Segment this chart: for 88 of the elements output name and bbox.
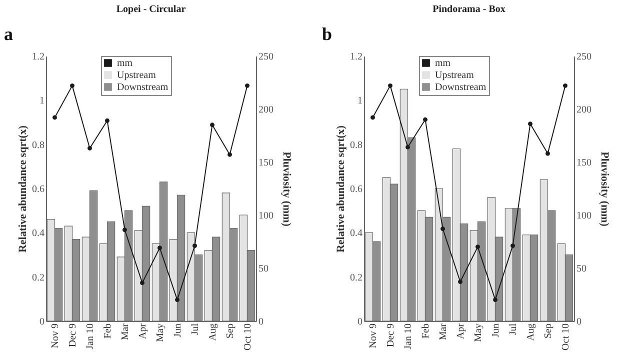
x-tick-label: Nov 9 xyxy=(368,324,379,348)
x-tick-label: May xyxy=(154,324,166,342)
y-tick-label: 0.6 xyxy=(32,184,44,195)
y2-tick-label: 50 xyxy=(258,264,268,274)
y-tick-label: 0.8 xyxy=(32,140,44,151)
y-tick-label: 0.4 xyxy=(32,228,44,240)
legend-label: mm xyxy=(435,58,451,69)
point xyxy=(228,152,232,157)
point xyxy=(546,151,550,156)
point xyxy=(245,83,250,88)
y2-tick-label: 150 xyxy=(258,158,274,168)
x-tick-label: Mar xyxy=(120,322,131,340)
point xyxy=(528,122,532,126)
x-tick-label: Jan 10 xyxy=(84,324,96,350)
y-tick-label: 0.8 xyxy=(350,140,362,151)
x-tick-label: Apr xyxy=(455,322,466,340)
point xyxy=(88,146,92,150)
y-axis-title: Relative abundance sqrt(x) xyxy=(17,125,29,253)
point xyxy=(105,118,110,123)
y2-tick-label: 200 xyxy=(258,104,274,116)
x-tick-label: Feb xyxy=(420,324,432,338)
x-tick-label: Feb xyxy=(102,324,114,338)
point xyxy=(458,280,462,284)
x-tick-label: Oct 10 xyxy=(560,324,572,350)
legend-label: Downstream xyxy=(117,82,168,93)
y-axis-title: Relative abundance sqrt(x) xyxy=(335,125,347,253)
point xyxy=(563,83,568,88)
point xyxy=(140,280,144,286)
y-tick-label: 0.2 xyxy=(350,272,362,284)
point xyxy=(122,228,127,232)
y2-tick-label: 0 xyxy=(258,316,264,328)
y-tick-label: 0.2 xyxy=(32,272,44,284)
chart-title: Lopei - Circular xyxy=(116,4,186,15)
x-tick-label: Aug xyxy=(525,324,536,341)
x-tick-label: Jun xyxy=(490,324,502,338)
x-tick-label: Jul xyxy=(190,323,201,336)
x-tick-label: Jan 10 xyxy=(402,324,414,350)
text: a xyxy=(4,24,13,44)
point xyxy=(493,298,498,302)
y-tick-label: 1 xyxy=(358,96,362,107)
y-tick-label: 1.2 xyxy=(350,52,362,62)
x-tick-label: Jun xyxy=(172,324,184,338)
point xyxy=(423,117,428,122)
point xyxy=(70,83,74,88)
point xyxy=(476,244,480,250)
x-tick-label: Apr xyxy=(137,322,148,340)
y-tick-label: 0.6 xyxy=(350,184,362,195)
x-tick-label: Sep xyxy=(224,324,236,338)
point xyxy=(210,122,214,128)
text: b xyxy=(322,24,332,44)
x-tick-label: Mar xyxy=(438,322,449,340)
point xyxy=(192,244,197,248)
y2-tick-label: 100 xyxy=(258,210,274,222)
y2-tick-label: 0 xyxy=(576,316,582,328)
point xyxy=(158,246,162,250)
y2-tick-label: 50 xyxy=(576,264,586,274)
legend-label: Downstream xyxy=(435,82,486,93)
x-tick-label: May xyxy=(472,324,484,342)
point xyxy=(388,83,392,88)
y2-tick-label: 200 xyxy=(576,104,592,116)
point xyxy=(52,115,57,120)
x-tick-label: Jul xyxy=(508,323,519,336)
x-tick-label: Aug xyxy=(207,324,218,341)
y2-tick-label: 100 xyxy=(576,210,592,222)
x-tick-label: Oct 10 xyxy=(242,324,254,350)
y2-tick-label: 250 xyxy=(258,52,274,62)
point xyxy=(175,298,180,302)
legend-label: Upstream xyxy=(117,70,156,81)
legend-label: mm xyxy=(117,58,133,69)
chart-title: Pindorama - Box xyxy=(432,4,506,15)
x-tick-label: Dec 9 xyxy=(385,324,396,348)
y-tick-label: 1.2 xyxy=(32,52,44,62)
y2-axis-title: Pluviosity (mm) xyxy=(280,152,292,227)
point xyxy=(370,115,375,120)
y-tick-label: 0 xyxy=(358,316,362,328)
y-tick-label: 1 xyxy=(40,96,44,107)
legend-label: Upstream xyxy=(435,70,474,81)
y-tick-label: 0 xyxy=(40,316,44,328)
x-tick-label: Sep xyxy=(542,324,554,338)
x-tick-label: Nov 9 xyxy=(50,324,61,348)
y2-axis-title: Pluviosity (mm) xyxy=(598,152,610,227)
x-tick-label: Dec 9 xyxy=(67,324,78,348)
y2-tick-label: 150 xyxy=(576,158,592,168)
point xyxy=(406,144,410,150)
y-tick-label: 0.4 xyxy=(350,228,362,240)
point xyxy=(510,244,515,248)
point xyxy=(440,226,445,232)
y2-tick-label: 250 xyxy=(576,52,592,62)
